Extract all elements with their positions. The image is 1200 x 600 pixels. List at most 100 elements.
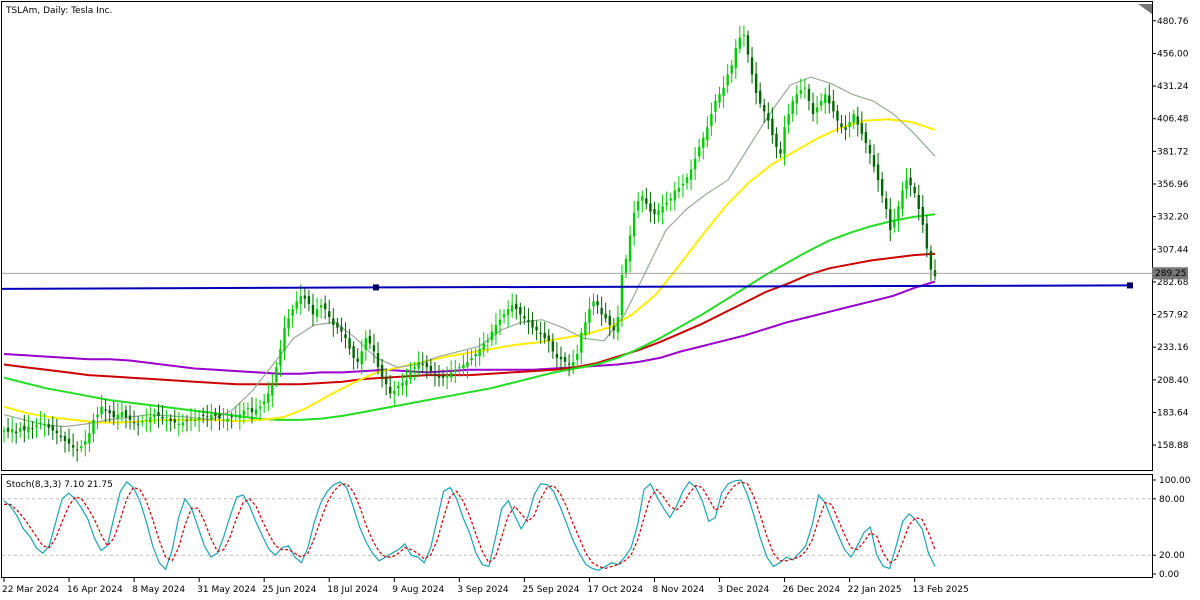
candle-body — [628, 235, 632, 262]
candle-body — [852, 114, 855, 123]
time-tick-label: 25 Sep 2024 — [522, 585, 579, 595]
candle-body — [844, 127, 847, 130]
candle-body — [673, 190, 677, 201]
candle-body — [669, 198, 672, 201]
candle-body — [206, 416, 209, 418]
candle-body — [43, 423, 46, 426]
candle-body — [234, 415, 237, 417]
candle-body — [547, 335, 550, 341]
ma-line-ma-50 — [3, 213, 936, 421]
candle-body — [523, 316, 526, 319]
candle-body — [230, 416, 233, 418]
candle-body — [157, 412, 160, 416]
candle-body — [738, 37, 742, 49]
candle-body — [864, 131, 868, 144]
time-tick-label: 8 Nov 2024 — [652, 585, 704, 595]
ma-line-ma-200 — [3, 280, 936, 375]
candle-body — [67, 438, 71, 444]
candlesticks — [2, 25, 937, 462]
candle-body — [771, 118, 774, 136]
stoch-panel-frame — [1, 474, 1153, 578]
time-tick-label: 9 Aug 2024 — [392, 585, 444, 595]
horizontal-lines: 289.25 — [1, 267, 1188, 291]
candle-body — [754, 73, 758, 93]
candle-body — [254, 409, 258, 415]
candle-body — [214, 413, 217, 416]
candle-body — [592, 301, 595, 307]
candle-body — [429, 365, 433, 372]
price-tick-label: 233.16 — [1157, 343, 1189, 353]
price-tick-label: 381.72 — [1157, 147, 1189, 157]
candle-body — [311, 304, 315, 315]
candle-body — [486, 340, 489, 342]
candle-body — [657, 210, 660, 216]
candle-body — [55, 430, 59, 434]
candle-body — [494, 324, 498, 335]
candle-body — [462, 364, 465, 369]
candle-body — [271, 384, 274, 396]
candle-body — [319, 305, 323, 308]
candle-body — [421, 363, 424, 365]
candle-body — [413, 367, 416, 369]
stochastic-lines — [3, 479, 936, 571]
candle-body — [681, 183, 685, 186]
candle-body — [535, 326, 538, 331]
candle-body — [226, 418, 229, 422]
candle-body — [307, 296, 311, 304]
candle-body — [783, 127, 786, 155]
candle-body — [763, 104, 766, 112]
chart-shift-marker-icon[interactable] — [1138, 4, 1152, 14]
candle-body — [124, 410, 128, 418]
stoch-tick-label: 100.00 — [1159, 476, 1191, 486]
candle-body — [262, 401, 266, 405]
candle-body — [718, 94, 721, 103]
candle-body — [779, 149, 782, 154]
candle-body — [734, 48, 737, 68]
candle-body — [498, 319, 502, 325]
candle-body — [389, 386, 392, 394]
candle-body — [283, 327, 286, 352]
candle-body — [258, 406, 262, 409]
stoch-tick-label: 80.00 — [1159, 495, 1185, 505]
candle-body — [177, 423, 181, 425]
candle-body — [250, 408, 254, 412]
price-tick-label: 307.44 — [1157, 245, 1189, 255]
candle-body — [909, 177, 912, 186]
candle-body — [596, 301, 599, 306]
candle-body — [714, 100, 717, 112]
candle-body — [885, 198, 888, 209]
candle-body — [490, 331, 494, 341]
candle-body — [246, 408, 250, 410]
candle-body — [466, 361, 469, 367]
candle-body — [836, 110, 839, 121]
candle-body — [584, 322, 587, 336]
candle-body — [222, 419, 225, 421]
candle-body — [543, 333, 546, 339]
time-tick-label: 17 Oct 2024 — [587, 585, 643, 595]
candle-body — [637, 201, 640, 211]
candle-body — [51, 425, 54, 431]
candle-body — [539, 332, 542, 334]
price-tick-label: 480.76 — [1157, 17, 1189, 27]
candle-body — [315, 309, 319, 317]
candle-body — [153, 414, 156, 418]
candle-body — [445, 375, 449, 378]
candle-body — [632, 212, 636, 237]
candle-body — [746, 35, 750, 55]
time-tick-label: 18 Jul 2024 — [327, 585, 378, 595]
price-tick-label: 158.88 — [1157, 441, 1189, 451]
time-tick-label: 26 Dec 2024 — [783, 585, 841, 595]
price-axis: 480.76 456.00 431.24 406.48 381.72 356.96 332.… — [1152, 17, 1189, 451]
candle-body — [348, 338, 351, 349]
candle-body — [576, 353, 579, 360]
price-panel-frame — [1, 1, 1153, 471]
candle-body — [580, 332, 583, 353]
candle-body — [807, 88, 811, 101]
candle-body — [332, 318, 335, 325]
candle-body — [685, 177, 689, 184]
candle-body — [112, 410, 115, 418]
candle-body — [181, 422, 185, 426]
candle-body — [458, 367, 461, 369]
candle-body — [698, 147, 701, 157]
